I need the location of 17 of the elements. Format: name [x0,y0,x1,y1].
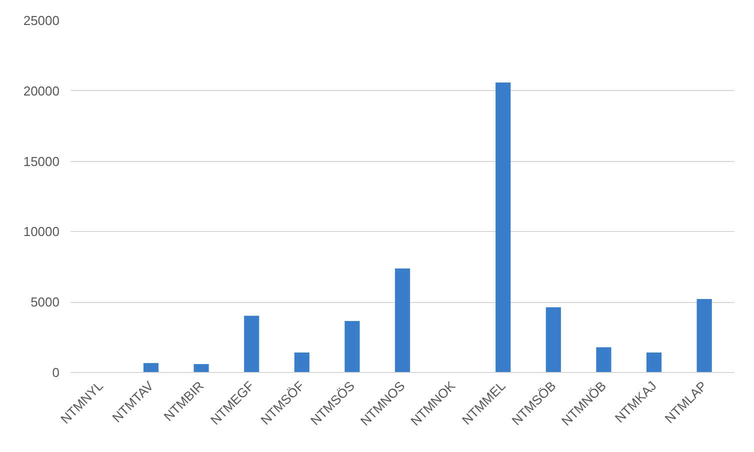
bar [394,268,410,372]
bar [496,82,511,372]
bar [294,352,310,372]
bar [194,364,209,372]
y-tick-label: 10000 [23,224,60,240]
bar [344,320,360,372]
y-tick-label: 20000 [23,83,60,98]
bar [596,347,612,372]
bar [546,307,561,372]
bar [244,316,260,372]
bar [646,352,662,372]
bar [696,299,712,372]
y-tick-label: 15000 [23,154,60,169]
y-tick-label: 25000 [23,13,60,28]
y-tick-label: 5000 [30,294,60,310]
y-tick-label: 0 [52,365,60,380]
bar [143,363,159,372]
